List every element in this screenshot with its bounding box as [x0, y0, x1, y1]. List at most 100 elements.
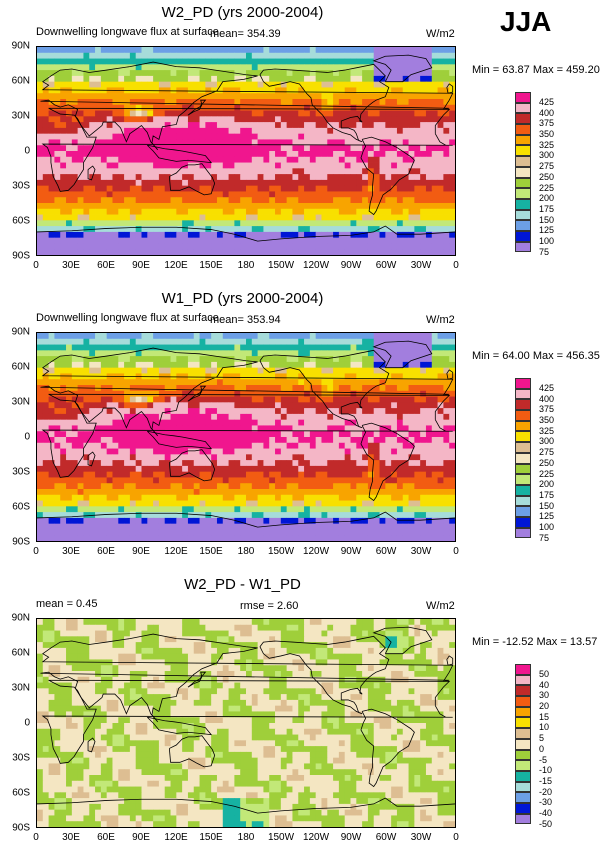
field-cell [124, 356, 131, 363]
field-cell [216, 448, 224, 455]
field-cell [391, 93, 398, 100]
field-cell [211, 344, 218, 351]
field-cell [414, 220, 421, 227]
field-cell [77, 208, 84, 215]
field-cell [327, 110, 334, 117]
field-cell [269, 356, 276, 363]
field-cell [263, 231, 270, 239]
field-cell [54, 431, 61, 438]
field-cell [193, 338, 200, 345]
field-cell [135, 379, 142, 386]
field-cell [164, 437, 171, 444]
field-cell [234, 93, 241, 100]
field-cell [147, 133, 154, 140]
field-cell [60, 419, 67, 426]
field-cell [449, 145, 455, 152]
field-cell [147, 220, 154, 227]
field-cell [106, 110, 113, 117]
field-cell [246, 70, 253, 77]
field-cell [425, 460, 433, 467]
field-cell [443, 226, 450, 233]
field-cell [315, 151, 322, 158]
field-cell [234, 350, 241, 357]
field-cell [280, 419, 288, 426]
field-cell [135, 431, 142, 438]
field-cell [280, 249, 288, 255]
field-cell [286, 373, 293, 380]
field-cell [222, 465, 229, 473]
field-cell [408, 116, 415, 123]
field-cell [182, 237, 189, 244]
field-cell [129, 448, 137, 455]
field-cell [350, 226, 357, 233]
field-cell [431, 419, 438, 426]
field-cell [100, 214, 108, 221]
field-cell [292, 208, 299, 215]
field-cell [379, 408, 386, 415]
field-cell [362, 81, 369, 88]
field-cell [246, 506, 253, 513]
field-cell [298, 174, 305, 181]
field-cell [246, 483, 253, 490]
field-cell [182, 379, 189, 386]
field-cell [234, 471, 241, 478]
field-cell [263, 249, 270, 255]
field-cell [95, 471, 102, 478]
field-cell [309, 465, 317, 473]
field-cell [420, 373, 427, 380]
field-cell [147, 333, 154, 340]
field-cell [356, 338, 363, 345]
field-cell [129, 425, 137, 432]
field-cell [147, 116, 154, 123]
field-cell [304, 477, 311, 484]
field-cell [176, 385, 183, 392]
field-cell [327, 489, 334, 496]
field-cell [269, 231, 276, 239]
field-cell [425, 425, 433, 432]
field-cell [443, 471, 450, 478]
field-cell [425, 179, 433, 187]
field-cell [344, 344, 351, 351]
field-cell [176, 81, 183, 88]
field-cell [153, 122, 160, 129]
field-cell [54, 249, 61, 255]
field-cell [269, 185, 276, 192]
field-cell [391, 168, 398, 175]
field-cell [333, 356, 340, 363]
field-cell [333, 203, 340, 210]
field-cell [449, 396, 455, 403]
field-cell [408, 203, 415, 210]
field-cell [124, 333, 131, 340]
field-cell [396, 191, 404, 198]
field-cell [100, 483, 108, 490]
field-cell [118, 338, 125, 345]
field-cell [66, 249, 73, 255]
field-cell [333, 385, 340, 392]
field-cell [129, 402, 137, 409]
field-cell [304, 454, 311, 461]
field-cell [234, 75, 241, 83]
field-cell [228, 116, 235, 123]
field-cell [37, 419, 44, 426]
field-cell [193, 58, 200, 65]
field-cell [391, 249, 398, 255]
field-cell [211, 356, 218, 363]
field-cell [350, 338, 357, 345]
field-cell [362, 431, 369, 438]
field-cell [205, 379, 212, 386]
field-cell [408, 237, 415, 244]
field-cell [48, 214, 55, 221]
field-cell [153, 465, 160, 473]
field-cell [408, 483, 415, 490]
field-cell [333, 87, 340, 94]
field-cell [112, 489, 119, 496]
field-cell [112, 127, 119, 135]
field-cell [425, 127, 433, 135]
field-cell [48, 237, 55, 244]
field-cell [158, 350, 166, 357]
field-cell [170, 402, 177, 409]
field-cell [193, 379, 200, 386]
field-cell [60, 448, 67, 455]
field-cell [37, 127, 44, 135]
field-cell [338, 413, 346, 421]
